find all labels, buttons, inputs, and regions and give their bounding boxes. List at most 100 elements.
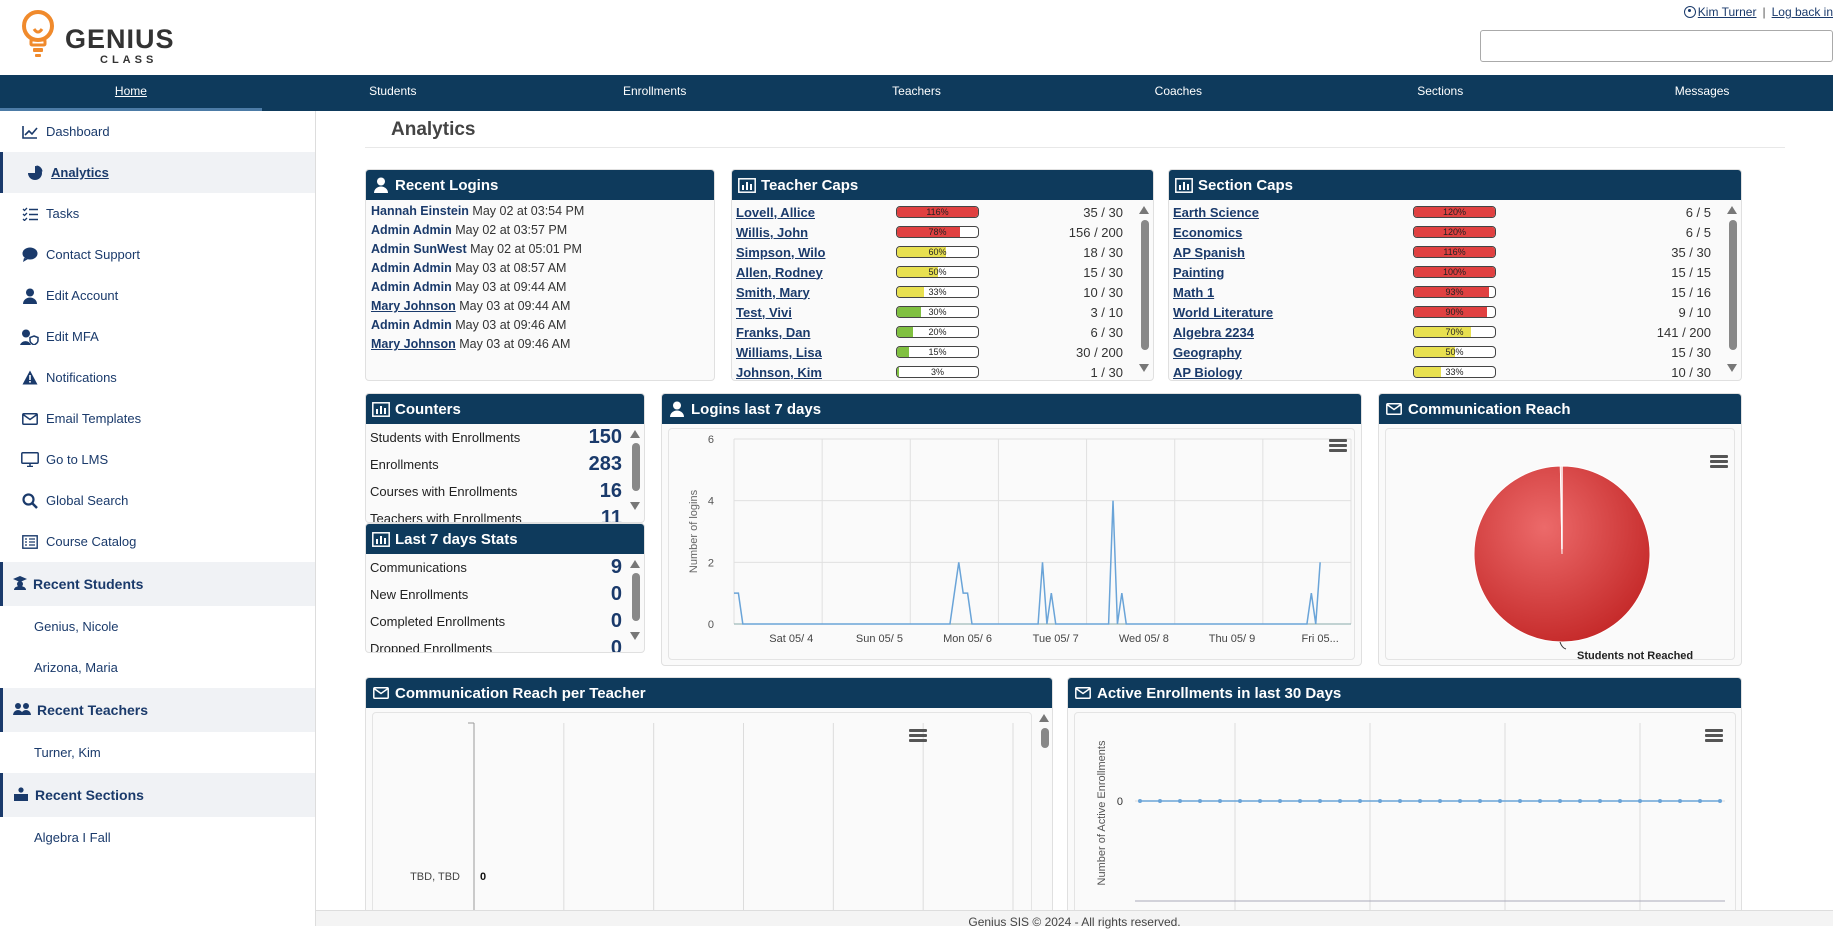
data-point[interactable]: [1538, 799, 1542, 803]
section-caps-scrollbar[interactable]: [1726, 206, 1738, 376]
data-point[interactable]: [1438, 799, 1442, 803]
data-point[interactable]: [1638, 799, 1642, 803]
scroll-thumb[interactable]: [1729, 220, 1737, 350]
data-point[interactable]: [1358, 799, 1362, 803]
sidebar-item-email-templates[interactable]: Email Templates: [0, 398, 315, 439]
recent-students-header[interactable]: Recent Students: [0, 562, 315, 606]
cap-name-link[interactable]: Johnson, Kim: [736, 364, 822, 380]
scroll-down-arrow[interactable]: [630, 502, 640, 510]
logins-series-line[interactable]: [734, 500, 1321, 625]
sidebar-item-contact-support[interactable]: Contact Support: [0, 234, 315, 275]
cap-name-link[interactable]: Economics: [1173, 224, 1243, 240]
data-point[interactable]: [1658, 799, 1662, 803]
sidebar-item-edit-account[interactable]: Edit Account: [0, 275, 315, 316]
recent-student-item[interactable]: Arizona, Maria: [34, 660, 118, 675]
nav-messages[interactable]: Messages: [1674, 84, 1730, 98]
scroll-thumb[interactable]: [1141, 220, 1149, 350]
scroll-thumb[interactable]: [632, 573, 640, 621]
counters-scrollbar[interactable]: [629, 430, 641, 518]
chart-menu-icon[interactable]: [1329, 439, 1347, 453]
sidebar-item-notifications[interactable]: Notifications: [0, 357, 315, 398]
cap-name-link[interactable]: AP Spanish: [1173, 244, 1246, 260]
nav-teachers[interactable]: Teachers: [892, 84, 941, 98]
recent-teacher-item[interactable]: Turner, Kim: [34, 745, 101, 760]
cap-name-link[interactable]: Painting: [1173, 264, 1225, 280]
sidebar-item-analytics[interactable]: Analytics: [0, 152, 315, 193]
cap-name-link[interactable]: Lovell, Allice: [736, 204, 815, 220]
sidebar-item-edit-mfa[interactable]: Edit MFA: [0, 316, 315, 357]
data-point[interactable]: [1298, 799, 1302, 803]
login-user-link[interactable]: Mary Johnson: [371, 337, 456, 351]
cap-name-link[interactable]: Test, Vivi: [736, 304, 792, 320]
data-point[interactable]: [1418, 799, 1422, 803]
data-point[interactable]: [1718, 799, 1722, 803]
last-7-days-scrollbar[interactable]: [629, 560, 641, 648]
data-point[interactable]: [1318, 799, 1322, 803]
scroll-down-arrow[interactable]: [1139, 364, 1149, 372]
data-point[interactable]: [1338, 799, 1342, 803]
nav-coaches[interactable]: Coaches: [1154, 84, 1203, 98]
data-point[interactable]: [1278, 799, 1282, 803]
nav-home[interactable]: Home: [0, 75, 262, 111]
data-point[interactable]: [1558, 799, 1562, 803]
teacher-caps-scrollbar[interactable]: [1138, 206, 1150, 376]
data-point[interactable]: [1378, 799, 1382, 803]
data-point[interactable]: [1598, 799, 1602, 803]
scroll-down-arrow[interactable]: [630, 632, 640, 640]
scroll-up-arrow[interactable]: [630, 430, 640, 438]
cap-name-link[interactable]: Smith, Mary: [736, 284, 810, 300]
scroll-down-arrow[interactable]: [1727, 364, 1737, 372]
recent-sections-header[interactable]: Recent Sections: [0, 773, 315, 817]
data-point[interactable]: [1478, 799, 1482, 803]
scroll-thumb[interactable]: [632, 443, 640, 491]
sidebar-item-dashboard[interactable]: Dashboard: [0, 111, 315, 152]
scroll-up-arrow[interactable]: [1139, 206, 1149, 214]
data-point[interactable]: [1158, 799, 1162, 803]
data-point[interactable]: [1678, 799, 1682, 803]
cap-name-link[interactable]: Simpson, Wilo: [736, 244, 826, 260]
data-point[interactable]: [1238, 799, 1242, 803]
cap-name-link[interactable]: Earth Science: [1173, 204, 1259, 220]
cap-name-link[interactable]: AP Biology: [1173, 364, 1243, 380]
cap-name-link[interactable]: Willis, John: [736, 224, 809, 240]
data-point[interactable]: [1198, 799, 1202, 803]
data-point[interactable]: [1258, 799, 1262, 803]
cap-name-link[interactable]: Allen, Rodney: [736, 264, 823, 280]
data-point[interactable]: [1218, 799, 1222, 803]
chart-menu-icon[interactable]: [1710, 455, 1728, 469]
log-back-in-link[interactable]: Log back in: [1771, 5, 1833, 19]
data-point[interactable]: [1458, 799, 1462, 803]
recent-student-item[interactable]: Genius, Nicole: [34, 619, 119, 634]
user-name-link[interactable]: Kim Turner: [1697, 5, 1757, 19]
data-point[interactable]: [1618, 799, 1622, 803]
nav-sections[interactable]: Sections: [1417, 84, 1464, 98]
recent-teachers-header[interactable]: Recent Teachers: [0, 688, 315, 732]
cap-name-link[interactable]: Franks, Dan: [736, 324, 811, 340]
data-point[interactable]: [1698, 799, 1702, 803]
sidebar-item-tasks[interactable]: Tasks: [0, 193, 315, 234]
sidebar-item-course-catalog[interactable]: Course Catalog: [0, 521, 315, 562]
data-point[interactable]: [1518, 799, 1522, 803]
comm-teacher-scrollbar[interactable]: [1038, 714, 1050, 914]
cap-name-link[interactable]: Math 1: [1173, 284, 1215, 300]
recent-section-item[interactable]: Algebra I Fall: [34, 830, 111, 845]
data-point[interactable]: [1578, 799, 1582, 803]
scroll-up-arrow[interactable]: [1727, 206, 1737, 214]
cap-name-link[interactable]: Geography: [1173, 344, 1242, 360]
chart-menu-icon[interactable]: [1705, 729, 1723, 743]
data-point[interactable]: [1138, 799, 1142, 803]
cap-name-link[interactable]: Williams, Lisa: [736, 344, 822, 360]
data-point[interactable]: [1398, 799, 1402, 803]
cap-name-link[interactable]: World Literature: [1173, 304, 1274, 320]
scroll-up-arrow[interactable]: [630, 560, 640, 568]
sidebar-item-go-to-lms[interactable]: Go to LMS: [0, 439, 315, 480]
global-search-input[interactable]: [1480, 30, 1833, 62]
data-point[interactable]: [1178, 799, 1182, 803]
login-user-link[interactable]: Mary Johnson: [371, 299, 456, 313]
data-point[interactable]: [1498, 799, 1502, 803]
scroll-thumb[interactable]: [1041, 728, 1049, 748]
chart-menu-icon[interactable]: [909, 729, 927, 743]
cap-name-link[interactable]: Algebra 2234: [1173, 324, 1254, 340]
nav-students[interactable]: Students: [369, 84, 417, 98]
genius-class-logo[interactable]: GENIUS CLASS: [20, 8, 174, 66]
